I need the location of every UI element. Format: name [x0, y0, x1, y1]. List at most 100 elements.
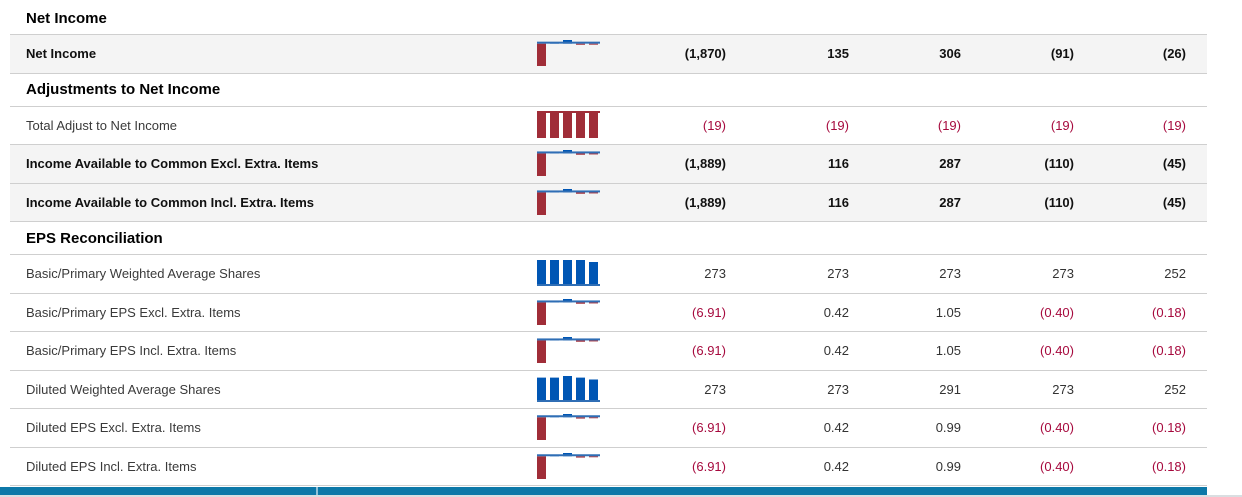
- sparkline-chart: [537, 337, 600, 364]
- value-cell: 273: [827, 381, 849, 397]
- spark-baseline: [537, 41, 600, 44]
- sparkline-chart: [537, 414, 600, 441]
- spark-bar-negative: [537, 302, 546, 325]
- table-row: Income Available to Common Incl. Extra. …: [10, 183, 1207, 222]
- spark-bar-positive: [563, 260, 572, 287]
- spark-bar-negative: [537, 192, 546, 215]
- sparkline-cell: [537, 107, 600, 145]
- value-cell: (6.91): [692, 458, 726, 474]
- spark-bar-negative: [589, 340, 598, 342]
- spark-bar-negative: [589, 153, 598, 155]
- value-cell: (1,889): [684, 156, 726, 172]
- spark-bar-negative: [576, 192, 585, 194]
- row-label: Total Adjust to Net Income: [26, 117, 178, 133]
- value-cell: 252: [1164, 266, 1186, 282]
- section-header-row: Net Income: [10, 2, 1207, 35]
- value-cell: 135: [827, 46, 849, 62]
- value-cell: 116: [828, 156, 849, 172]
- value-cell: 0.42: [823, 458, 849, 474]
- value-cell: (0.18): [1152, 343, 1186, 359]
- spark-bar-negative: [589, 192, 598, 194]
- spark-bar-negative: [550, 111, 559, 138]
- spark-bar-negative: [589, 111, 598, 138]
- value-cell: (19): [825, 117, 849, 133]
- value-cell: (0.40): [1040, 304, 1074, 320]
- table-row: Diluted EPS Excl. Extra. Items (6.91) 0.42…: [10, 409, 1207, 448]
- sparkline-chart: [537, 452, 600, 479]
- value-cell: (0.40): [1040, 420, 1074, 436]
- value-cell: (19): [937, 117, 961, 133]
- value-cell: 306: [939, 46, 961, 62]
- row-label: Income Available to Common Excl. Extra. …: [26, 156, 319, 172]
- value-cell: 116: [828, 194, 849, 210]
- value-cell: (1,870): [684, 46, 726, 62]
- value-cell: 273: [939, 266, 961, 282]
- value-cell: 0.42: [823, 343, 849, 359]
- row-label: Diluted Weighted Average Shares: [26, 381, 221, 397]
- value-cell: 0.99: [935, 458, 961, 474]
- row-label: Income Available to Common Incl. Extra. …: [26, 194, 314, 210]
- spark-baseline: [537, 110, 600, 113]
- sparkline-cell: [537, 448, 600, 486]
- spark-bar-negative: [576, 340, 585, 342]
- spark-baseline: [537, 284, 600, 287]
- spark-bar-negative: [537, 111, 546, 138]
- section-title: EPS Reconciliation: [26, 229, 163, 247]
- table-row: Basic/Primary Weighted Average Shares 273…: [10, 255, 1207, 294]
- spark-bar-negative: [537, 456, 546, 479]
- table-row: Diluted EPS Incl. Extra. Items (6.91) 0.42…: [10, 447, 1207, 486]
- spark-baseline: [537, 454, 600, 457]
- value-cell: (0.40): [1040, 458, 1074, 474]
- table-row: Income Available to Common Excl. Extra. …: [10, 145, 1207, 184]
- spark-bar-negative: [576, 417, 585, 419]
- value-cell: (6.91): [692, 420, 726, 436]
- spark-baseline: [537, 338, 600, 341]
- spark-bar-negative: [576, 43, 585, 45]
- table-row: Diluted Weighted Average Shares 273 273 291…: [10, 370, 1207, 409]
- spark-bar-negative: [537, 417, 546, 441]
- sparkline-cell: [537, 294, 600, 332]
- section-title: Net Income: [26, 9, 107, 27]
- table-row: Net Income (1,870) 135 306 (91) (26): [10, 35, 1207, 74]
- value-cell: (91): [1050, 46, 1074, 62]
- horizontal-scrollbar[interactable]: [0, 487, 1207, 495]
- sparkline-chart: [537, 188, 600, 215]
- value-cell: 1.05: [935, 343, 961, 359]
- sparkline-chart: [537, 150, 600, 177]
- value-cell: 0.99: [935, 420, 961, 436]
- spark-bar-positive: [550, 260, 559, 287]
- value-cell: 273: [1052, 266, 1074, 282]
- value-cell: (19): [1162, 117, 1186, 133]
- spark-baseline: [537, 151, 600, 154]
- value-cell: (110): [1044, 156, 1074, 172]
- value-cell: 291: [939, 381, 961, 397]
- section-title: Adjustments to Net Income: [26, 81, 221, 98]
- value-cell: 273: [704, 266, 726, 282]
- value-cell: 287: [939, 194, 961, 210]
- scrollbar-pane-divider: [316, 487, 318, 495]
- value-cell: 252: [1164, 381, 1186, 397]
- spark-bar-negative: [576, 456, 585, 458]
- sparkline-chart: [537, 298, 600, 325]
- row-label: Basic/Primary EPS Excl. Extra. Items: [26, 304, 241, 320]
- value-cell: 273: [704, 381, 726, 397]
- value-cell: 287: [939, 156, 961, 172]
- spark-bar-negative: [589, 417, 598, 419]
- sparkline-chart: [537, 110, 600, 138]
- value-cell: (1,889): [684, 194, 726, 210]
- spark-bar-positive: [537, 260, 546, 287]
- spark-baseline: [537, 190, 600, 193]
- value-cell: (0.40): [1040, 343, 1074, 359]
- sparkline-cell: [537, 145, 600, 183]
- value-cell: (0.18): [1152, 458, 1186, 474]
- row-label: Basic/Primary Weighted Average Shares: [26, 266, 261, 282]
- sparkline-chart: [537, 375, 600, 402]
- spark-baseline: [537, 399, 600, 402]
- table-row: Total Adjust to Net Income (19) (19) (19) (1…: [10, 106, 1207, 145]
- sparkline-cell: [537, 371, 600, 409]
- value-cell: (110): [1044, 194, 1074, 210]
- value-cell: (45): [1162, 156, 1186, 172]
- spark-bar-positive: [576, 377, 585, 402]
- sparkline-chart: [537, 40, 600, 67]
- scrollbar-gutter: [0, 495, 1242, 497]
